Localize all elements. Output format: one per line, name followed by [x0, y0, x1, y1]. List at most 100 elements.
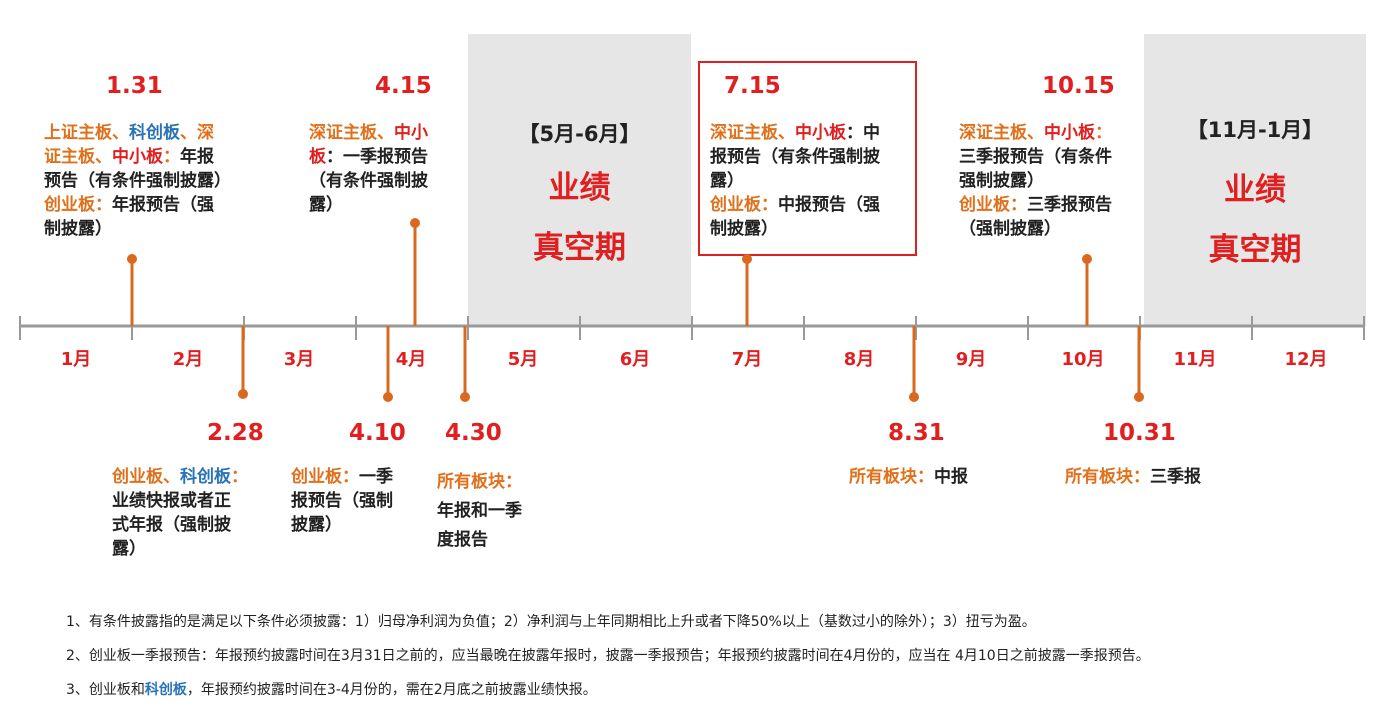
desc-seg: 创业板、: [112, 467, 180, 487]
dot-8-31: [909, 392, 919, 402]
desc-seg: ：: [163, 147, 180, 167]
desc-seg: 报预告（强制: [291, 491, 393, 511]
desc-seg: 深证主板、: [309, 123, 394, 143]
dot-4-30: [460, 392, 470, 402]
month-label: 9月: [955, 349, 987, 370]
month-label: 7月: [731, 349, 763, 370]
vacuum-period-title: 【11月-1月】: [1186, 118, 1324, 142]
footnote-3: 3、创业板和科创板，年报预约披露时间在3-4月份的，需在2月底之前披露业绩快报。: [66, 679, 597, 699]
desc-seg: 预告（有条件强制披露）: [44, 171, 231, 191]
desc-seg: 中小板: [795, 123, 846, 143]
event-date-10-15: 10.15: [1042, 73, 1115, 99]
vacuum-period-line1: 业绩: [548, 170, 611, 206]
event-date-10-31: 10.31: [1103, 420, 1176, 446]
event-date-4-30: 4.30: [445, 420, 502, 446]
desc-seg: 披露）: [291, 515, 342, 535]
desc-seg: 创业板：: [44, 195, 112, 215]
desc-seg: 创业板：: [710, 195, 778, 215]
desc-seg: 中报: [934, 467, 968, 487]
desc-seg: 三季报预告（有条件: [959, 147, 1112, 167]
footnote-3-post: ，年报预约披露时间在3-4月份的，需在2月底之前披露业绩快报。: [186, 682, 597, 698]
dot-10-31: [1134, 392, 1144, 402]
month-label: 5月: [507, 349, 539, 370]
desc-seg: ：: [231, 467, 248, 487]
desc-seg: 强制披露）: [959, 171, 1044, 191]
desc-seg: 年报预告（强: [112, 195, 214, 215]
month-label: 10月: [1061, 349, 1105, 370]
event-date-7-15: 7.15: [724, 73, 781, 99]
desc-seg: 中小板: [1044, 123, 1095, 143]
desc-seg: 中报预告（强: [778, 195, 880, 215]
desc-seg: 制披露）: [44, 219, 112, 239]
event-desc-8-31: 所有板块：中报: [849, 465, 1009, 489]
month-label: 12月: [1284, 349, 1328, 370]
month-label: 3月: [283, 349, 315, 370]
desc-seg: 中小: [394, 123, 428, 143]
footnote-3-pre: 3、创业板和: [66, 682, 145, 698]
desc-seg: 深证主板、: [959, 123, 1044, 143]
event-date-8-31: 8.31: [888, 420, 945, 446]
desc-seg: 三季报: [1150, 467, 1201, 487]
event-desc-4-30: 所有板块： 年报和一季 度报告: [437, 468, 552, 555]
desc-seg: 创业板：: [291, 467, 359, 487]
month-label: 8月: [843, 349, 875, 370]
event-date-1-31: 1.31: [106, 73, 163, 99]
desc-seg: 创业板：: [959, 195, 1027, 215]
highlight-box-7-15: [698, 61, 917, 256]
vacuum-period-title: 【5月-6月】: [518, 122, 641, 146]
month-label: 6月: [619, 349, 651, 370]
footnote-1: 1、有条件披露指的是满足以下条件必须披露：1）归母净利润为负值；2）净利润与上年…: [66, 614, 1036, 630]
vacuum-period-line2: 真空期: [533, 230, 626, 266]
dot-4-15: [410, 218, 420, 228]
desc-seg: 上证主板、: [44, 123, 129, 143]
month-label: 4月: [395, 349, 427, 370]
footnote-2: 2、创业板一季报预告：年报预约披露时间在3月31日之前的，应当最晚在披露年报时，…: [66, 648, 1150, 664]
vacuum-period-line2: 真空期: [1208, 232, 1302, 268]
desc-seg: 中小板: [112, 147, 163, 167]
desc-seg: 报预告（有条件强制披: [710, 147, 880, 167]
desc-seg: （有条件强制披: [309, 171, 428, 191]
desc-seg: 年报和一季: [437, 501, 522, 521]
desc-seg: ：中: [846, 123, 880, 143]
desc-seg: 业绩快报或者正: [112, 491, 231, 511]
month-label: 1月: [60, 349, 92, 370]
event-desc-1-31: 上证主板、科创板、深 证主板、中小板：年报 预告（有条件强制披露） 创业板：年报…: [44, 121, 264, 241]
desc-seg: 所有板块：: [437, 472, 522, 492]
desc-seg: 度报告: [437, 530, 488, 550]
event-date-4-15: 4.15: [375, 73, 432, 99]
desc-seg: 所有板块：: [1065, 467, 1150, 487]
event-desc-10-31: 所有板块：三季报: [1065, 465, 1245, 489]
desc-seg: 露）: [309, 195, 343, 215]
desc-seg: 制披露）: [710, 219, 778, 239]
dot-2-28: [238, 389, 248, 399]
desc-seg: 证主板、: [44, 147, 112, 167]
month-label: 2月: [172, 349, 204, 370]
desc-seg: 一季: [359, 467, 393, 487]
event-desc-2-28: 创业板、科创板： 业绩快报或者正 式年报（强制披 露）: [112, 465, 277, 561]
desc-seg: （强制披露）: [959, 219, 1061, 239]
desc-seg: 所有板块：: [849, 467, 934, 487]
month-label: 11月: [1173, 349, 1217, 370]
vacuum-period-line1: 业绩: [1224, 172, 1286, 208]
dot-4-10: [383, 392, 393, 402]
event-date-2-28: 2.28: [207, 420, 264, 446]
desc-seg: 深证主板、: [710, 123, 795, 143]
dot-7-15: [742, 254, 752, 264]
desc-seg: 科创板: [180, 467, 231, 487]
desc-seg: 露）: [112, 539, 146, 559]
event-desc-4-15: 深证主板、中小 板：一季报预告 （有条件强制披 露）: [309, 121, 459, 217]
event-desc-4-10: 创业板：一季 报预告（强制 披露）: [291, 465, 421, 537]
desc-seg: 露）: [710, 171, 744, 191]
event-date-4-10: 4.10: [349, 420, 406, 446]
vacuum-period-bg-may-jun: [468, 34, 691, 326]
dot-10-15: [1082, 254, 1092, 264]
event-desc-7-15: 深证主板、中小板：中 报预告（有条件强制披 露） 创业板：中报预告（强 制披露）: [710, 121, 915, 241]
vacuum-period-bg-nov-jan: [1144, 34, 1366, 326]
desc-seg: 科创板: [129, 123, 180, 143]
dot-1-31: [127, 254, 137, 264]
desc-seg: 式年报（强制披: [112, 515, 231, 535]
event-desc-10-15: 深证主板、中小板： 三季报预告（有条件 强制披露） 创业板：三季报预告 （强制披…: [959, 121, 1144, 241]
desc-seg: ：一季报预告: [326, 147, 428, 167]
desc-seg: 年报: [180, 147, 214, 167]
